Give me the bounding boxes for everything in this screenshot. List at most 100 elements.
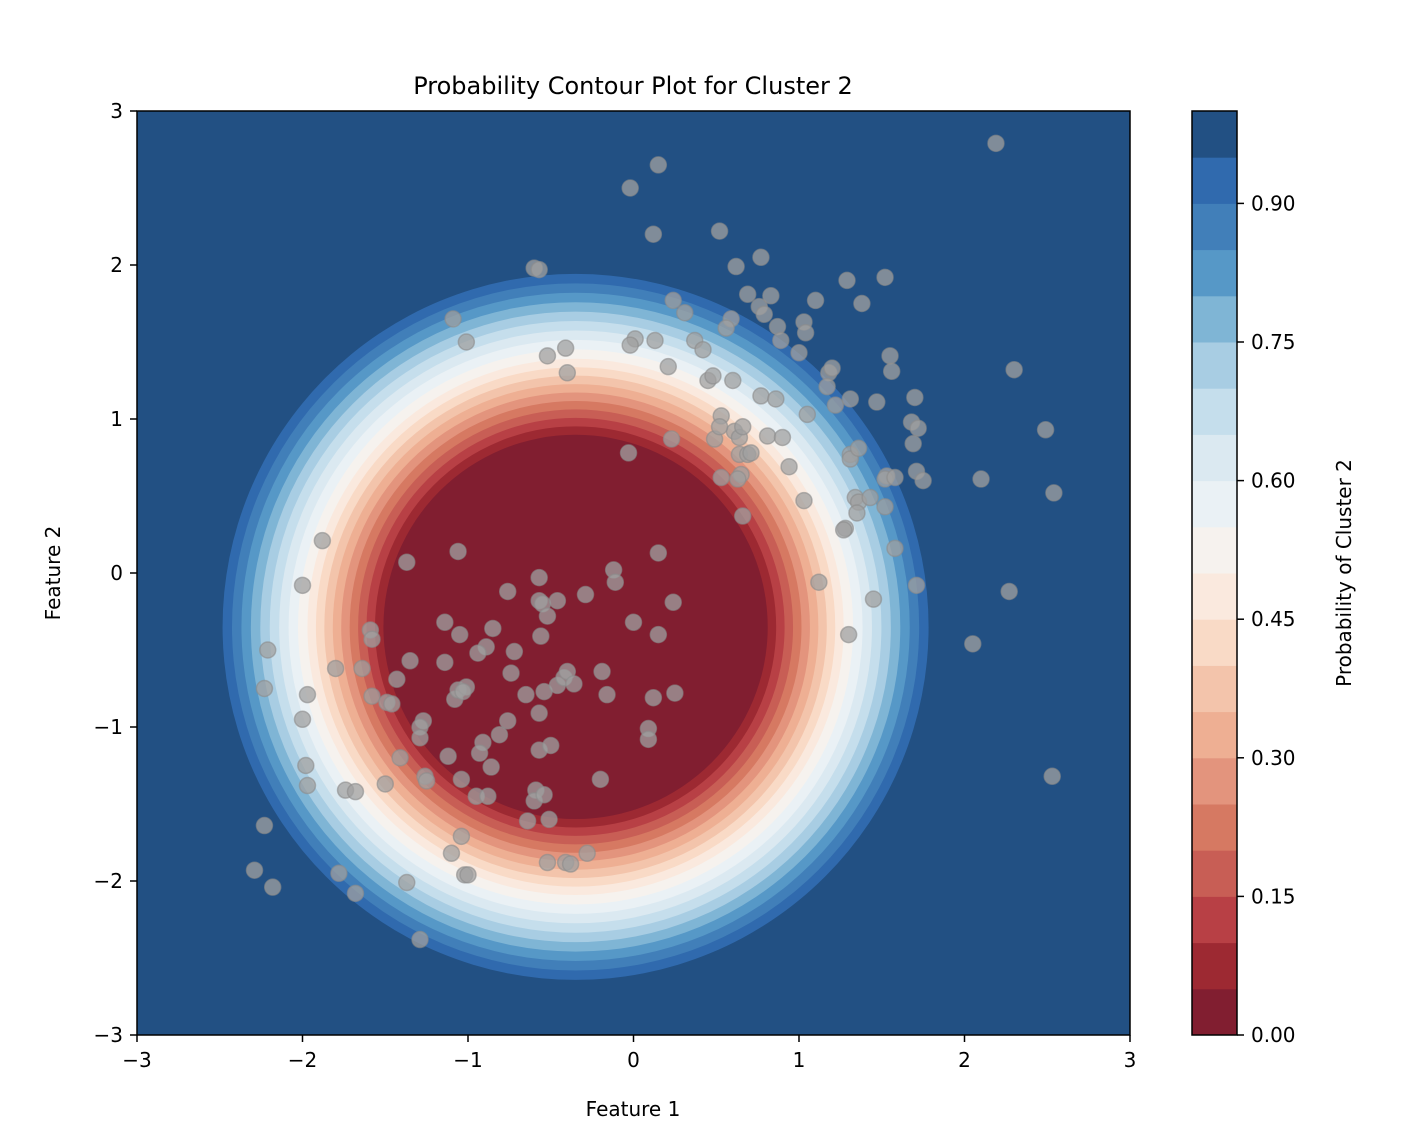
scatter-point [490,725,509,744]
scatter-point [882,362,901,381]
scatter-point [841,390,860,408]
scatter-point [1045,484,1063,502]
scatter-point [452,770,471,789]
scatter-point [727,257,745,276]
scatter-point [639,730,658,749]
scatter-point [762,287,780,305]
scatter-point [391,749,409,767]
scatter-point [245,861,264,879]
scatter-point [482,758,500,776]
scatter-point [535,786,553,804]
scatter-point [540,810,558,829]
scatter-point [806,291,825,310]
scatter-point [619,444,638,462]
colorbar-band [1192,619,1237,666]
scatter-point [881,347,899,365]
scatter-point [388,670,406,689]
scatter-point [834,521,853,539]
scatter-point [755,305,773,324]
scatter-point [621,179,639,197]
scatter-point [502,664,520,682]
scatter-point [710,417,729,436]
scatter-point [733,507,752,525]
colorbar-band [1192,480,1237,528]
scatter-point [548,591,567,610]
scatter-point [346,782,365,801]
scatter-point [664,291,682,310]
scatter-point [593,662,611,681]
scatter-point [479,787,497,806]
scatter-point [649,625,668,644]
scatter-point [363,630,381,648]
colorbar-tick-label: 0.15 [1251,884,1296,908]
scatter-point [326,659,345,678]
scatter-point [401,652,419,670]
scatter-point [876,268,894,287]
x-tick-label: −1 [453,1048,482,1072]
x-tick-label: 0 [627,1048,640,1072]
colorbar-band [1192,711,1237,759]
scatter-point [904,434,922,453]
scatter-point [729,470,747,488]
scatter-point [1005,360,1023,379]
scatter-point [565,675,583,693]
scatter-point [363,687,381,705]
scatter-point [853,294,871,313]
scatter-point [644,688,663,707]
colorbar-tick-label: 0.90 [1251,191,1296,215]
scatter-point [436,653,454,672]
scatter-point [752,248,770,267]
colorbar: 0.00 0.15 0.30 0.45 0.60 0.75 0.90 Probability… [1191,110,1356,1047]
scatter-point [469,644,487,662]
scatter-point [398,873,416,892]
scatter-points [245,134,1063,949]
scatter-point [263,878,282,896]
scatter-point [258,641,277,659]
colorbar-tick-label: 0.45 [1251,607,1296,631]
scatter-point [1043,767,1061,786]
scatter-point [505,642,524,661]
scatter-point [906,388,924,407]
scatter-point [624,613,643,632]
scatter-point [517,685,535,704]
scatter-point [439,747,457,766]
scatter-point [649,156,668,174]
colorbar-label: Probability of Cluster 2 [1332,459,1356,687]
scatter-point [450,625,469,644]
scatter-point [818,377,836,396]
colorbar-band [1192,342,1237,389]
scatter-point [449,542,467,561]
scatter-point [772,331,790,350]
scatter-point [646,331,664,350]
x-tick-label: −2 [288,1048,317,1072]
colorbar-tick-label: 0.30 [1251,746,1296,770]
scatter-point [411,729,429,747]
scatter-point [972,470,990,488]
scatter-point [849,439,868,458]
colorbar-band [1192,804,1237,851]
scatter-point [558,364,577,382]
scatter-point [518,812,537,830]
scatter-point [330,864,348,883]
y-tick-label: 3 [110,99,123,123]
scatter-point [798,405,817,424]
scatter-point [644,225,663,243]
scatter-point [810,573,828,591]
scatter-point [710,222,729,240]
scatter-point [886,539,904,558]
scatter-point [733,417,752,436]
colorbar-band [1192,573,1237,620]
scatter-point [411,930,429,949]
scatter-point [576,585,595,604]
y-tick-label: 2 [110,253,123,277]
scatter-point [752,387,770,405]
scatter-point [255,679,274,698]
scatter-point [742,444,760,462]
scatter-point [298,685,317,704]
scatter-point [442,844,461,863]
colorbar-band [1192,388,1237,435]
scatter-point [297,756,315,775]
scatter-point [484,619,502,638]
